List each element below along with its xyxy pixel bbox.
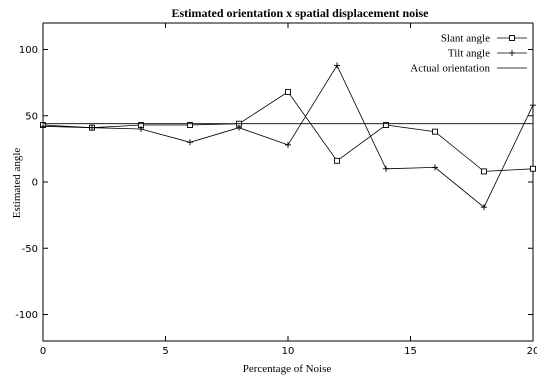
y-axis-label: Estimated angle xyxy=(11,148,23,219)
tilt-angle-point xyxy=(285,141,291,148)
legend-label: Slant angle xyxy=(441,33,490,45)
tilt-angle-point xyxy=(481,204,487,211)
legend-swatch-marker xyxy=(509,50,515,56)
series-layer xyxy=(40,62,536,211)
chart-title: Estimated orientation x spatial displace… xyxy=(172,6,430,20)
tilt-angle-line xyxy=(42,64,534,208)
series-tilt-angle xyxy=(40,62,536,211)
x-tick-label: 5 xyxy=(162,346,168,357)
x-tick-label: 20 xyxy=(527,346,537,357)
legend-item-tilt-angle: Tilt angle xyxy=(448,48,527,60)
slant-angle-point xyxy=(481,168,487,175)
x-tick-label: 15 xyxy=(404,346,417,357)
series-slant-angle xyxy=(40,88,536,175)
y-tick-label: 50 xyxy=(25,111,38,122)
y-tick-label: -100 xyxy=(15,310,38,321)
y-tick-label: 0 xyxy=(32,178,38,189)
tilt-angle-point xyxy=(383,165,389,172)
slant-angle-line xyxy=(42,91,534,172)
tilt-angle-point xyxy=(432,164,438,171)
slant-angle-point xyxy=(187,122,193,128)
legend-label: Actual orientation xyxy=(410,63,490,75)
slant-angle-point xyxy=(334,157,340,164)
slant-angle-point xyxy=(432,128,438,135)
slant-angle-point xyxy=(383,122,389,128)
x-tick-label: 0 xyxy=(40,346,46,357)
tilt-angle-point xyxy=(40,123,46,130)
x-axis-label: Percentage of Noise xyxy=(243,363,332,375)
slant-angle-point xyxy=(530,165,536,172)
tilt-angle-point xyxy=(334,62,340,69)
legend-item-slant-angle: Slant angle xyxy=(441,33,527,45)
y-tick-label: -50 xyxy=(22,244,38,255)
tilt-angle-point xyxy=(138,126,144,132)
tilt-angle-point xyxy=(236,124,242,131)
tilt-angle-point xyxy=(530,102,536,109)
legend-item-actual-orientation: Actual orientation xyxy=(410,63,527,75)
legend-label: Tilt angle xyxy=(448,48,490,60)
x-tick-label: 10 xyxy=(282,346,295,357)
slant-angle-point xyxy=(285,88,291,95)
legend: Slant angle Tilt angle Actual orientation xyxy=(410,33,527,75)
axes: 0 5 10 15 20 -100 -50 0 50 100 xyxy=(15,22,537,357)
tilt-angle-point xyxy=(89,124,95,131)
y-tick-label: 100 xyxy=(19,45,38,56)
legend-swatch-marker xyxy=(509,35,515,41)
tilt-angle-point xyxy=(187,139,193,146)
